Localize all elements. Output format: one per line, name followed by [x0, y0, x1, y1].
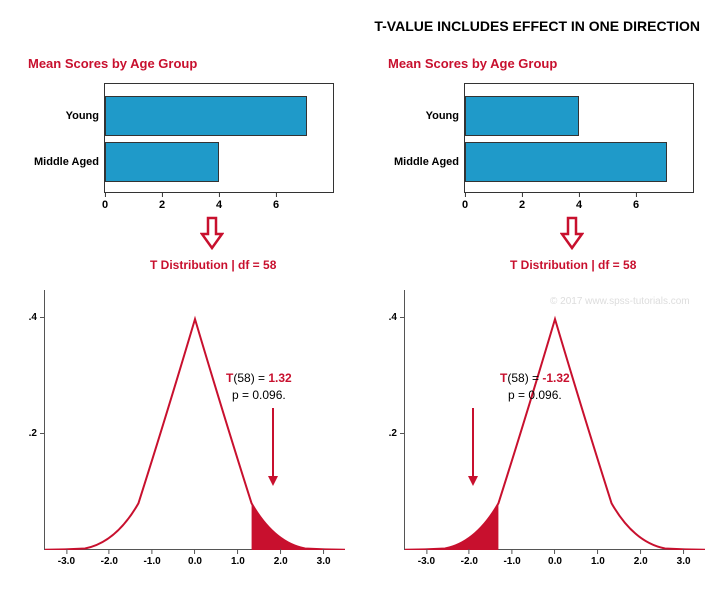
- x-tick-label: -3.0: [418, 556, 435, 567]
- bar-middle: [105, 142, 219, 182]
- arrow-down-icon: [200, 216, 224, 250]
- bar-chart-right-frame: Young Middle Aged 0 2 4 6: [464, 83, 694, 193]
- y-tick-label: .4: [389, 312, 397, 323]
- watermark-text: © 2017 www.spss-tutorials.com: [550, 296, 690, 307]
- x-tick-label: -2.0: [461, 556, 478, 567]
- x-tick-label: 6: [273, 199, 279, 211]
- x-tick-label: -3.0: [58, 556, 75, 567]
- x-tick-label: 0: [102, 199, 108, 211]
- bar-row-middle-r: Middle Aged: [465, 142, 693, 182]
- x-tick-label: -2.0: [101, 556, 118, 567]
- bar-row-young: Young: [105, 96, 333, 136]
- x-tick-label: -1.0: [503, 556, 520, 567]
- bar-x-axis-r: 0 2 4 6: [465, 192, 693, 216]
- x-tick-label: 0: [462, 199, 468, 211]
- dist-left-svg: [45, 290, 345, 550]
- annot-arrow-icon: [266, 408, 280, 488]
- x-tick-label: 3.0: [317, 556, 331, 567]
- x-tick-label: 0.0: [548, 556, 562, 567]
- x-tick-label: 1.0: [591, 556, 605, 567]
- x-tick-label: -1.0: [143, 556, 160, 567]
- y-tick-label: .2: [389, 428, 397, 439]
- bar-panel-left: Mean Scores by Age Group Young Middle Ag…: [28, 56, 334, 193]
- bar-middle-r: [465, 142, 667, 182]
- y-tick-label: .4: [29, 312, 37, 323]
- dist-left-chart: .2 .4 -3.0 -2.0 -1.0 0.0 1.0 2.0 3.0: [44, 290, 344, 550]
- page-title: T-VALUE INCLUDES EFFECT IN ONE DIRECTION: [374, 18, 700, 34]
- x-tick-label: 1.0: [231, 556, 245, 567]
- x-tick-label: 2: [519, 199, 525, 211]
- bar-panel-right-title: Mean Scores by Age Group: [388, 56, 694, 71]
- x-tick-label: 2.0: [274, 556, 288, 567]
- x-tick-label: 0.0: [188, 556, 202, 567]
- bar-panel-left-title: Mean Scores by Age Group: [28, 56, 334, 71]
- bar-label-young-r: Young: [426, 110, 465, 122]
- bar-panel-right: Mean Scores by Age Group Young Middle Ag…: [388, 56, 694, 193]
- dist-right-chart: .2 .4 -3.0 -2.0 -1.0 0.0 1.0 2.0 3.0: [404, 290, 704, 550]
- x-tick-label: 4: [576, 199, 582, 211]
- bar-young-r: [465, 96, 579, 136]
- x-tick-label: 3.0: [677, 556, 691, 567]
- bar-label-young: Young: [66, 110, 105, 122]
- y-tick-label: .2: [29, 428, 37, 439]
- bar-row-middle: Middle Aged: [105, 142, 333, 182]
- bar-label-middle: Middle Aged: [34, 156, 105, 168]
- bar-young: [105, 96, 307, 136]
- bar-row-young-r: Young: [465, 96, 693, 136]
- x-tick-label: 2.0: [634, 556, 648, 567]
- x-tick-label: 2: [159, 199, 165, 211]
- dist-right-title: T Distribution | df = 58: [510, 258, 636, 272]
- bar-x-axis: 0 2 4 6: [105, 192, 333, 216]
- dist-left-annotation: T(58) = 1.32 p = 0.096.: [226, 370, 292, 404]
- arrow-down-icon: [560, 216, 584, 250]
- bar-chart-left-frame: Young Middle Aged 0 2 4 6: [104, 83, 334, 193]
- dist-right-annotation: T(58) = -1.32 p = 0.096.: [500, 370, 570, 404]
- dist-left-title: T Distribution | df = 58: [150, 258, 276, 272]
- x-tick-label: 4: [216, 199, 222, 211]
- dist-right-svg: [405, 290, 705, 550]
- x-tick-label: 6: [633, 199, 639, 211]
- annot-arrow-icon: [466, 408, 480, 488]
- bar-label-middle-r: Middle Aged: [394, 156, 465, 168]
